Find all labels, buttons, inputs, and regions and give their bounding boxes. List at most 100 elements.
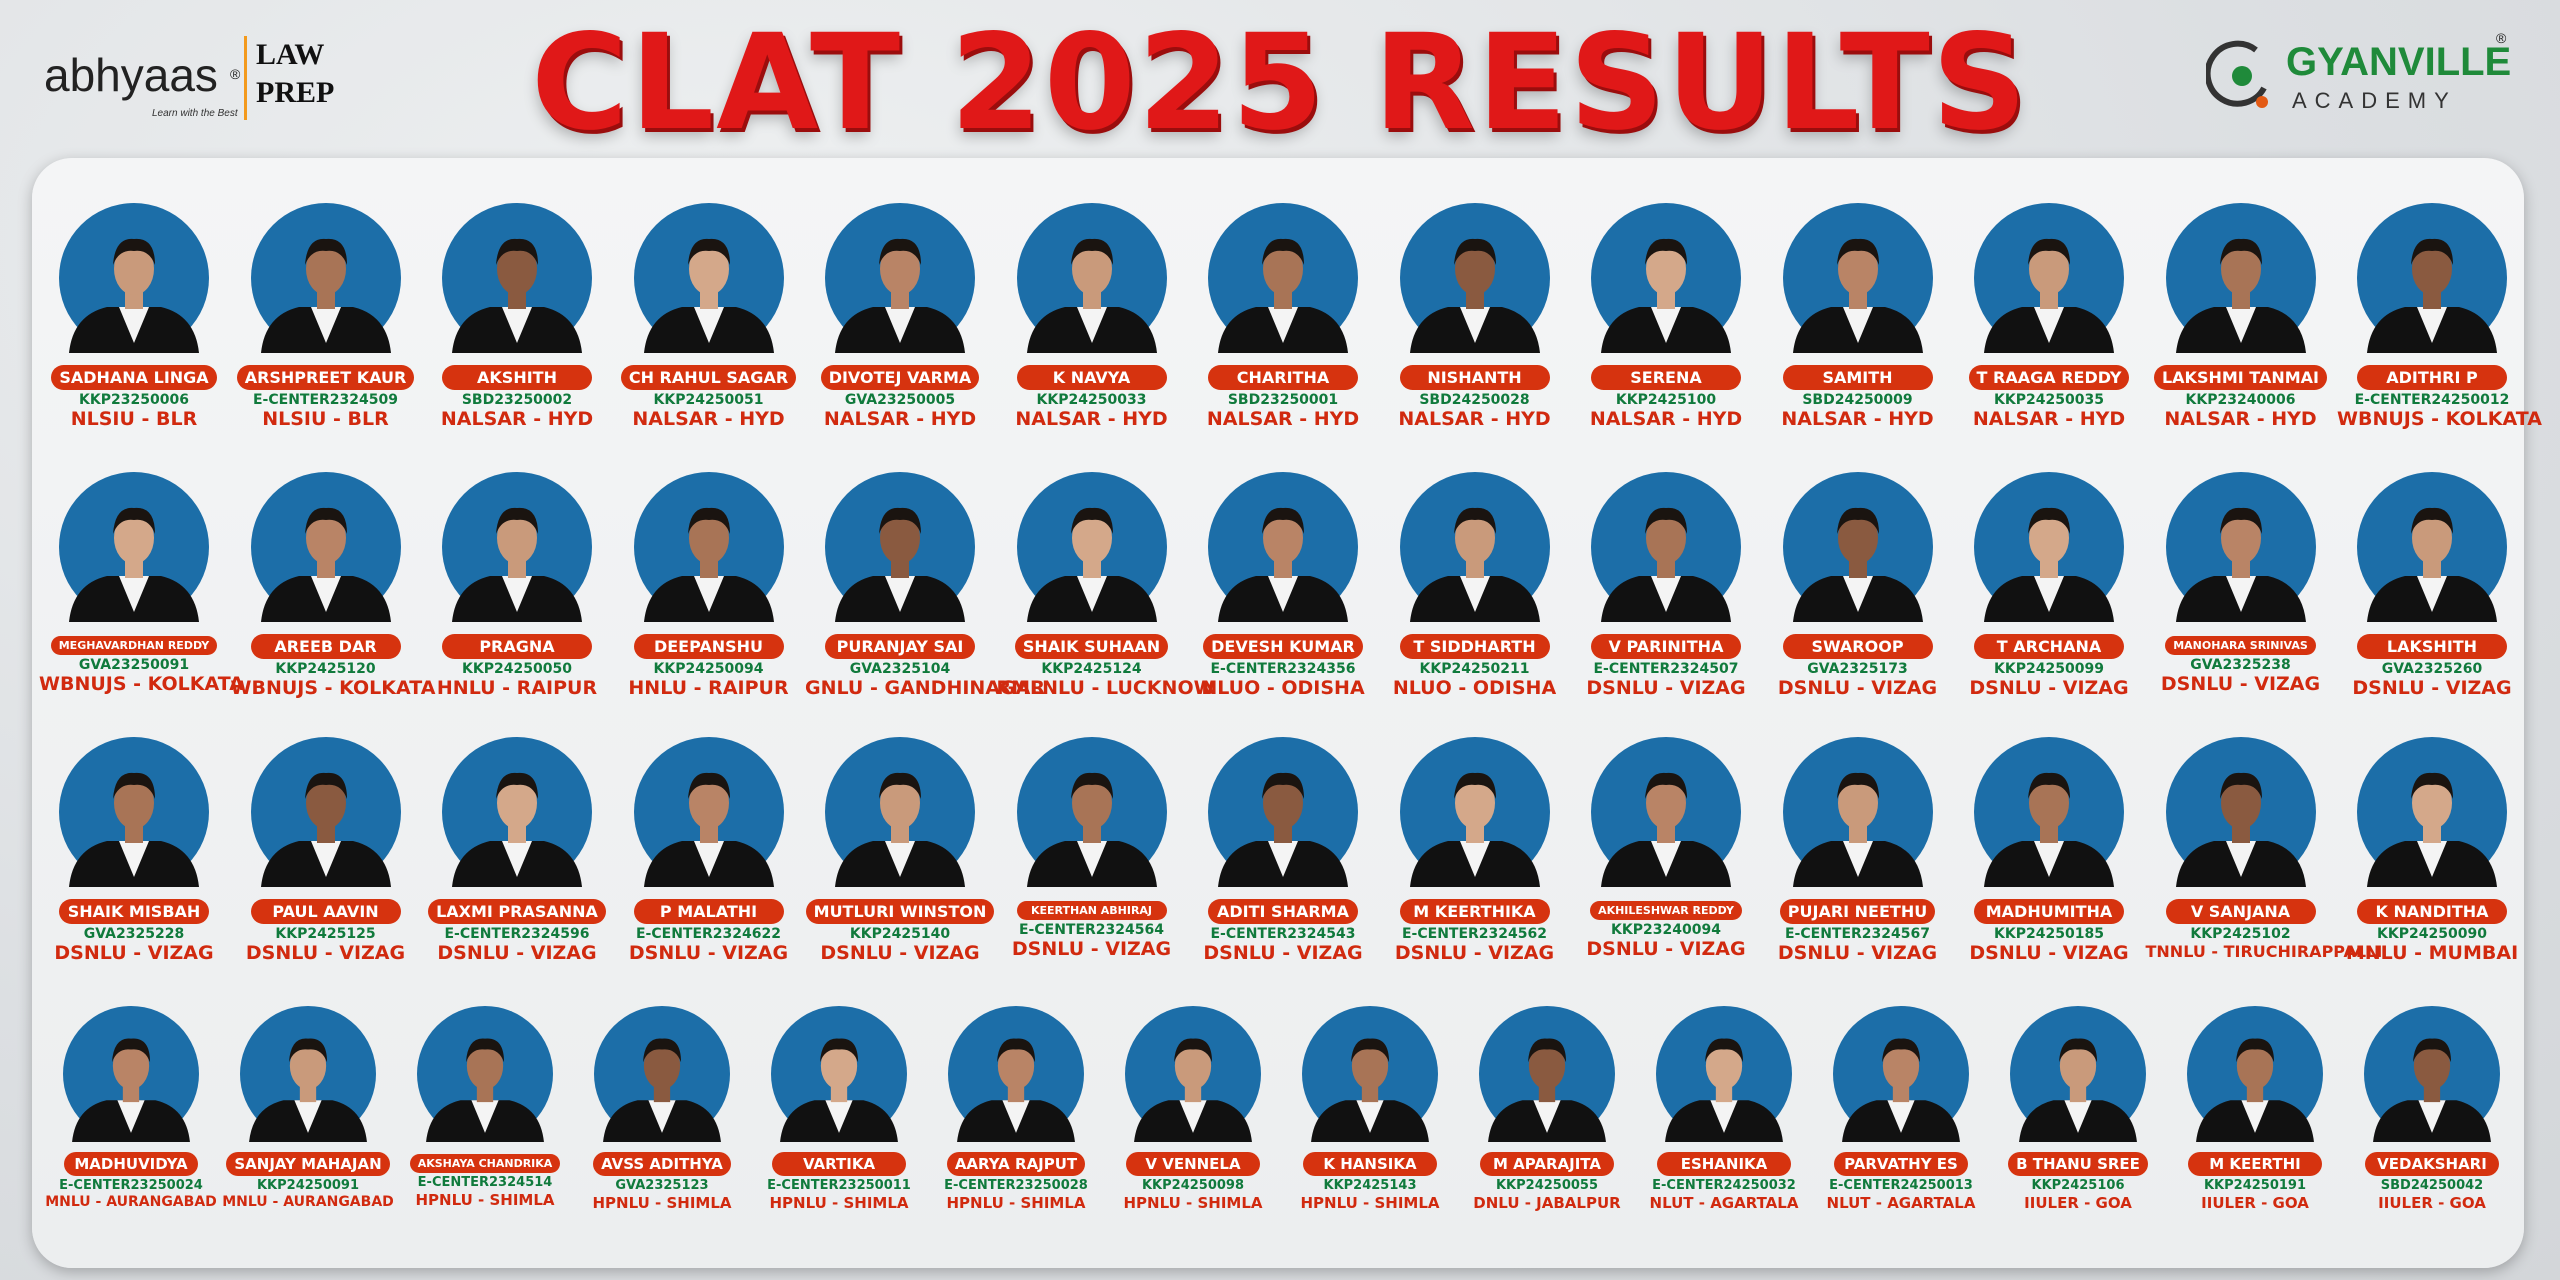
hair (1173, 1038, 1213, 1063)
shirt (1459, 307, 1490, 343)
student-card: AKHILESHWAR REDDY KKP23240094 DSNLU - VIZA… (1571, 737, 1761, 960)
student-name: ARSHPREET KAUR (236, 365, 415, 390)
shirt (2417, 576, 2447, 612)
face (1071, 777, 1112, 829)
hair (2028, 507, 2070, 534)
hair (1527, 1038, 1567, 1063)
silhouette (603, 1038, 721, 1142)
abhyaas-logo: abhyaas ® Learn with the Best LAW PREP (44, 30, 344, 130)
name-row: KEERTHAN ABHIRAJ (997, 899, 1187, 920)
student-card: M KEERTHIKA E-CENTER2324562 DSNLU - VIZAG (1380, 737, 1570, 964)
student-photo (250, 203, 401, 353)
college: NALSAR - HYD (823, 408, 977, 430)
hair (1453, 507, 1496, 534)
name-row: VEDAKSHARI (2344, 1152, 2520, 1176)
name-row: MEGHAVARDHAN REDDY (39, 634, 229, 655)
gyanville-logo: GYANVILLE ® ACADEMY (2206, 30, 2526, 120)
student-card: AKSHITH SBD23250002 NALSAR - HYD (422, 203, 612, 430)
roll-number: SBD24250028 (1419, 392, 1530, 408)
hair (1836, 772, 1879, 799)
student-name: K NANDITHA (2357, 899, 2507, 924)
student-name: AARYA RAJPUT (946, 1152, 1086, 1176)
student-card: PAUL AAVIN KKP2425125 DSNLU - VIZAG (231, 737, 421, 964)
college: WBNUJS - KOLKATA (230, 677, 436, 699)
face (114, 243, 154, 295)
student-name: PRAGNA (442, 634, 592, 659)
student-card: K NANDITHA KKP24250090 MNLU - MUMBAI (2337, 737, 2527, 964)
college: GNLU - GANDHINAGAR (805, 677, 1045, 699)
college: DSNLU - VIZAG (1011, 938, 1172, 960)
hair (113, 772, 155, 799)
name-row: PRAGNA (422, 634, 612, 659)
roll-number: KKP2425124 (1041, 661, 1142, 677)
college: MNLU - AURANGABAD (222, 1194, 394, 1210)
name-row: NISHANTH (1380, 365, 1570, 390)
college: IIULER - GOA (2024, 1194, 2132, 1212)
hair (2028, 238, 2070, 265)
name-row: PURANJAY SAI (805, 634, 995, 659)
student-photo (1591, 203, 1741, 353)
hair (2028, 772, 2070, 799)
student-photo (1591, 472, 1741, 622)
shirt (1076, 576, 1107, 612)
student-photo (59, 737, 209, 887)
student-photo (1782, 737, 1933, 887)
hair (687, 507, 730, 534)
student-photo (1302, 1006, 1438, 1142)
silhouette (1601, 507, 1731, 622)
silhouette (835, 238, 965, 353)
silhouette (260, 507, 391, 622)
face (688, 243, 729, 295)
student-name: K NAVYA (1016, 365, 1167, 390)
name-row: PAUL AAVIN (231, 899, 421, 924)
student-photo (2364, 1006, 2500, 1142)
roll-number: KKP23250006 (79, 392, 189, 408)
silhouette (1842, 1038, 1960, 1142)
student-card: ADITHRI P E-CENTER24250012 WBNUJS - KOLKAT… (2337, 203, 2542, 430)
college: DSNLU - VIZAG (628, 942, 789, 964)
student-photo (442, 472, 592, 622)
college: DSNLU - VIZAG (1777, 677, 1938, 699)
shirt (1887, 1100, 1915, 1133)
student-name: CHARITHA (1208, 365, 1358, 390)
college: NALSAR - HYD (1589, 408, 1743, 430)
student-card: T SIDDHARTH KKP24250211 NLUO - ODISHA (1380, 472, 1570, 699)
name-row: VARTIKA (751, 1152, 927, 1176)
student-photo (633, 472, 784, 622)
student-name: PURANJAY SAI (825, 634, 975, 659)
shirt (1842, 841, 1873, 877)
student-card: CHARITHA SBD23250001 NALSAR - HYD (1188, 203, 1378, 430)
college: NALSAR - HYD (632, 408, 785, 430)
hair (304, 772, 347, 799)
college: NALSAR - HYD (1781, 408, 1934, 430)
roll-number: KKP24250033 (1036, 392, 1147, 408)
college: DSNLU - VIZAG (1586, 938, 1746, 960)
hair (642, 1038, 682, 1063)
college: HPNLU - SHIMLA (1300, 1194, 1440, 1212)
silhouette (2175, 238, 2306, 353)
silhouette (2367, 238, 2497, 353)
name-row: ADITI SHARMA (1188, 899, 1378, 924)
roll-number: KKP24250055 (1495, 1178, 1599, 1193)
student-card: DIVOTEJ VARMA GVA23250005 NALSAR - HYD (805, 203, 995, 430)
hair (1453, 238, 1496, 265)
student-card: AKSHAYA CHANDRIKA E-CENTER2324514 HPNLU - … (397, 1006, 573, 1209)
student-photo (1974, 472, 2124, 622)
roll-number: E-CENTER24250013 (1829, 1178, 1973, 1193)
hair (879, 238, 921, 265)
college: MNLU - AURANGABAD (45, 1194, 217, 1210)
silhouette (780, 1038, 898, 1142)
student-name: P MALATHI (633, 899, 784, 924)
student-card: DEEPANSHU KKP24250094 HNLU - RAIPUR (614, 472, 804, 699)
shirt (471, 1100, 499, 1133)
student-photo (2165, 203, 2316, 353)
silhouette (1984, 772, 2114, 887)
student-name: ADITHRI P (2357, 365, 2507, 390)
student-name: LAXMI PRASANNA (428, 899, 606, 924)
shirt (119, 307, 149, 343)
hair (465, 1038, 505, 1063)
student-name: DIVOTEJ VARMA (820, 365, 980, 390)
hair (1350, 1038, 1390, 1063)
roll-number: SBD24250009 (1802, 392, 1913, 408)
student-card: SANJAY MAHAJAN KKP24250091 MNLU - AURANGAB… (220, 1006, 396, 1210)
